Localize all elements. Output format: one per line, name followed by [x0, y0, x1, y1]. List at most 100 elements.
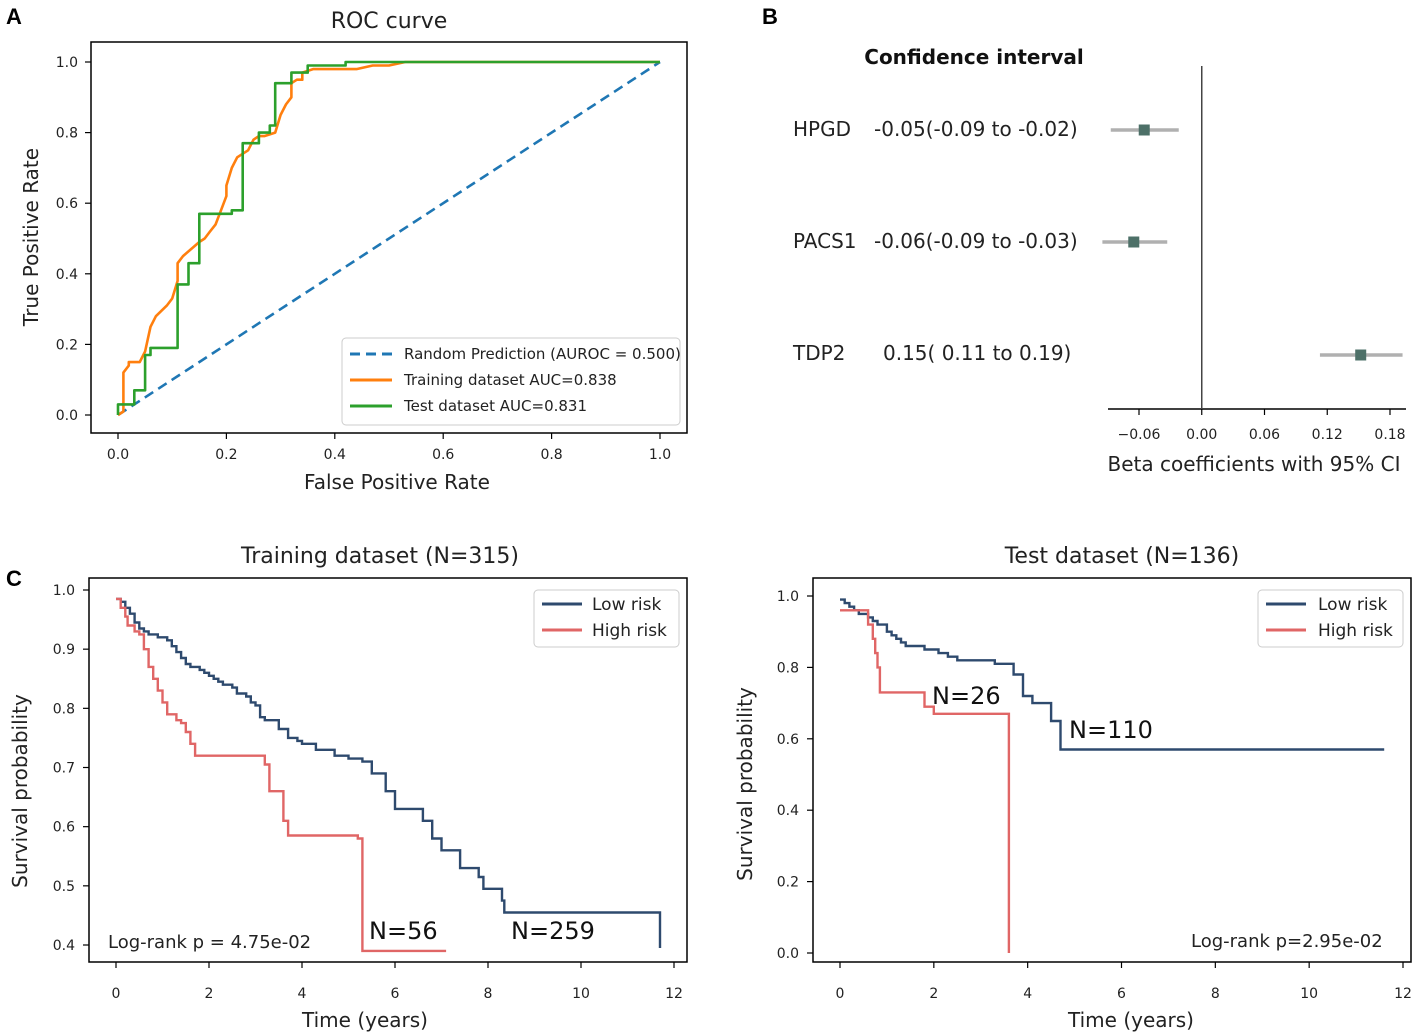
- roc-line-test: [116, 60, 660, 415]
- km-training-frame: [88, 577, 688, 963]
- forest-gene-hpgd: HPGD: [793, 117, 851, 141]
- km-training-xtick-label: 12: [665, 986, 683, 1002]
- km-training-ylabel: Survival probability: [8, 694, 32, 888]
- km-test-xtick-label: 0: [836, 986, 845, 1002]
- km-test-curve-high-risk: [840, 609, 1011, 953]
- km-training-xlabel: Time (years): [301, 1008, 428, 1032]
- km-test-ticks: 0 2 4 6 8 10 12 0.0 0.2 0.4 0.6 0.8 1.0: [777, 589, 1412, 1002]
- roc-ylabel: True Positive Rate: [19, 148, 43, 327]
- roc-xtick-label: 0.4: [324, 447, 346, 463]
- km-training-curve-low-risk: [116, 597, 662, 948]
- km-test-xtick-label: 6: [1117, 986, 1126, 1002]
- km-training-xtick-label: 10: [572, 986, 590, 1002]
- panel-letter-b: B: [762, 4, 778, 29]
- roc-legend-test: Test dataset AUC=0.831: [403, 397, 587, 415]
- forest-header: Confidence interval: [864, 45, 1083, 69]
- roc-xtick-label: 0.2: [215, 447, 237, 463]
- roc-ytick-label: 0.2: [56, 337, 78, 353]
- km-test-frame: [812, 577, 1412, 963]
- km-test-xtick-label: 10: [1300, 986, 1318, 1002]
- forest-gene-pacs1: PACS1: [793, 229, 857, 253]
- km-training-ytick-label: 0.9: [53, 642, 75, 658]
- km-training-ytick-label: 0.8: [53, 701, 75, 717]
- forest-ci-tdp2: 0.15( 0.11 to 0.19): [883, 341, 1071, 365]
- roc-title: ROC curve: [331, 9, 448, 34]
- roc-line-training: [117, 60, 660, 417]
- km-training-legend-high: High risk: [592, 621, 667, 641]
- roc-ytick-label: 0.4: [56, 267, 78, 283]
- km-test-legend: Low risk High risk: [1257, 589, 1404, 648]
- km-test-logrank: Log-rank p=2.95e-02: [1191, 931, 1383, 952]
- roc-series: [116, 60, 661, 417]
- km-test-ytick-label: 0.2: [777, 875, 799, 891]
- km-training-xtick-label: 2: [205, 986, 214, 1002]
- km-test-ytick-label: 0.4: [777, 803, 799, 819]
- km-training-xtick-label: 8: [484, 986, 493, 1002]
- km-test-ytick-label: 0.0: [777, 946, 799, 962]
- panel-letter-a: A: [6, 4, 22, 29]
- km-test-xtick-label: 12: [1394, 986, 1412, 1002]
- roc-xtick-label: 0.8: [540, 447, 562, 463]
- roc-xtick-label: 1.0: [649, 447, 671, 463]
- km-test-ylabel: Survival probability: [733, 687, 757, 881]
- forest-marks: −0.06 0.00 0.06 0.12 0.18: [1102, 66, 1406, 443]
- km-test-n-high: N=26: [932, 682, 1001, 710]
- km-training-logrank: Log-rank p = 4.75e-02: [108, 932, 311, 953]
- forest-xtick-label: 0.06: [1249, 427, 1280, 443]
- km-test-xtick-label: 4: [1023, 986, 1032, 1002]
- roc-ticks: 0.0 0.2 0.4 0.6 0.8 1.0 0.0 0.2 0.4 0.6 0.8 1.0: [56, 55, 671, 463]
- km-training-chart: Training dataset (N=315) 0 2 4 6 8 10 12 0.4 0.5…: [8, 544, 688, 1032]
- km-test-xtick-label: 2: [929, 986, 938, 1002]
- km-training-n-low: N=259: [511, 917, 595, 945]
- km-training-ytick-label: 1.0: [53, 583, 75, 599]
- km-training-ytick-label: 0.6: [53, 820, 75, 836]
- roc-ytick-label: 0.0: [56, 408, 78, 424]
- roc-chart: ROC curve 0.0 0.2 0.4 0.6 0.8 1.0 0.0 0.2 0.4 0.6…: [19, 9, 688, 494]
- km-training-legend: Low risk High risk: [533, 589, 680, 648]
- km-test-curve-low-risk: [840, 598, 1385, 751]
- km-test-n-low: N=110: [1069, 716, 1153, 744]
- forest-estimate-hpgd: [1138, 124, 1150, 136]
- roc-legend-random: Random Prediction (AUROC = 0.500): [404, 345, 681, 363]
- km-test-xlabel: Time (years): [1067, 1008, 1194, 1032]
- roc-legend-training: Training dataset AUC=0.838: [403, 371, 617, 389]
- forest-xtick-label: 0.18: [1374, 427, 1405, 443]
- km-training-xtick-label: 6: [391, 986, 400, 1002]
- km-training-series: [116, 597, 662, 953]
- km-test-chart: Test dataset (N=136) 0 2 4 6 8 10 120.00.20.40…: [733, 544, 1412, 1032]
- roc-line-random: [117, 60, 661, 417]
- km-training-xtick-label: 0: [112, 986, 121, 1002]
- km-test-ytick-label: 0.8: [777, 660, 799, 676]
- forest-ci-pacs1: -0.06(-0.09 to -0.03): [874, 229, 1078, 253]
- km-test-title: Test dataset (N=136): [1004, 544, 1240, 569]
- km-training-n-high: N=56: [369, 917, 438, 945]
- roc-xlabel: False Positive Rate: [304, 470, 490, 494]
- roc-legend-box: [341, 337, 681, 426]
- km-test-ytick-label: 1.0: [777, 589, 799, 605]
- km-training-ytick-label: 0.4: [53, 938, 75, 954]
- panel-letter-c: C: [6, 566, 22, 591]
- roc-xtick-label: 0.0: [107, 447, 129, 463]
- roc-ytick-label: 0.6: [56, 196, 78, 212]
- roc-legend: Random Prediction (AUROC = 0.500) Traini…: [341, 337, 681, 426]
- forest-xtick-label: −0.06: [1118, 427, 1161, 443]
- forest-xtick-label: 0.00: [1186, 427, 1217, 443]
- forest-estimate-tdp2: [1355, 349, 1367, 361]
- km-test-ytick-label: 0.6: [777, 732, 799, 748]
- forest-gene-tdp2: TDP2: [792, 341, 845, 365]
- forest-xlabel: Beta coefficients with 95% CI: [1108, 452, 1401, 476]
- km-test-series: [840, 598, 1385, 953]
- roc-xtick-label: 0.6: [432, 447, 454, 463]
- roc-ytick-label: 0.8: [56, 126, 78, 142]
- roc-plot-frame: [90, 41, 688, 434]
- forest-xtick-label: 0.12: [1312, 427, 1343, 443]
- km-training-legend-low: Low risk: [592, 595, 661, 615]
- km-training-ytick-label: 0.5: [53, 879, 75, 895]
- km-training-curve-high-risk: [116, 597, 447, 953]
- km-training-ticks: 0 2 4 6 8 10 12 0.4 0.5 0.6 0.7 0.8 0.9 1.0: [53, 583, 683, 1002]
- km-training-title: Training dataset (N=315): [240, 544, 519, 569]
- km-training-ytick-label: 0.7: [53, 761, 75, 777]
- forest-plot: Confidence interval HPGD -0.05(-0.09 to …: [792, 45, 1406, 476]
- km-test-xtick-label: 8: [1211, 986, 1220, 1002]
